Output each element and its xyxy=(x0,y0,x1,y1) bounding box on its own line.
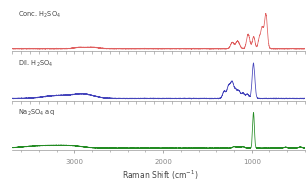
Text: Conc. H$_2$SO$_4$: Conc. H$_2$SO$_4$ xyxy=(18,9,61,20)
Text: Dil. H$_2$SO$_4$: Dil. H$_2$SO$_4$ xyxy=(18,59,54,69)
Text: Na$_2$SO$_4$ aq: Na$_2$SO$_4$ aq xyxy=(18,108,55,118)
Text: Raman Shift (cm$^{-1}$): Raman Shift (cm$^{-1}$) xyxy=(122,169,198,182)
